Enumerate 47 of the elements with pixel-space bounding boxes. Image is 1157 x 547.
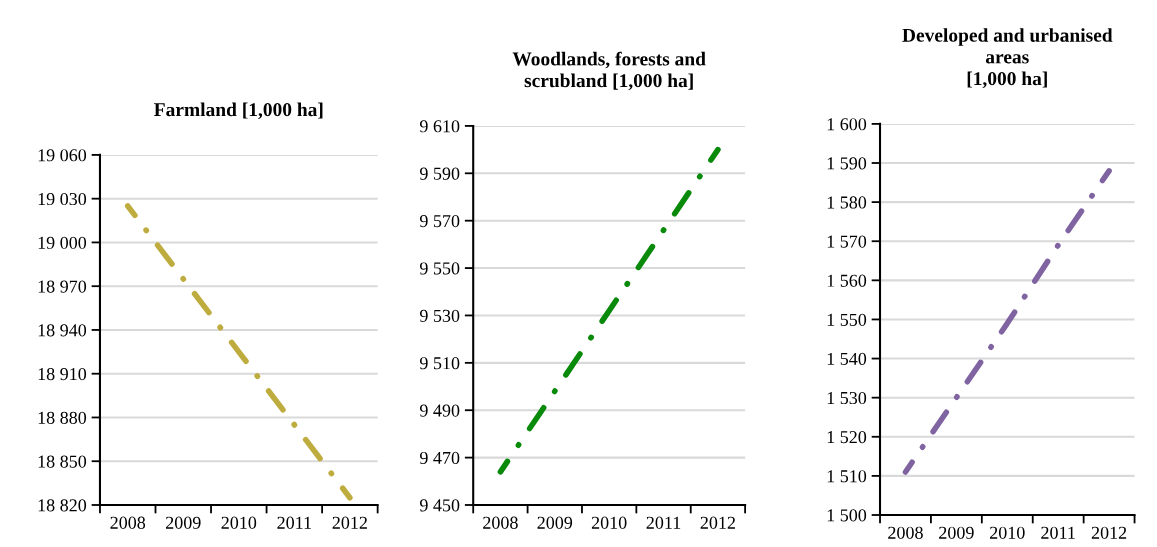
y-tick-label: 9 610 [419,120,460,133]
chart-title: Woodlands, forests and scrubland [1,000 ha] [512,51,706,91]
x-tick-label: 2008 [888,526,923,539]
y-tick-label: 1 580 [827,196,867,209]
y-tick-label: 1 530 [827,391,867,405]
y-tick-label: 1 600 [827,118,867,131]
y-tick-label: 1 550 [827,313,867,326]
y-tick-label: 18 880 [38,411,87,424]
y-tick-label: 1 540 [827,352,867,365]
x-tick-label: 2009 [166,516,201,529]
y-tick-label: 18 850 [38,455,87,468]
x-tick-label: 2009 [939,526,974,539]
x-tick-label: 2011 [277,516,311,529]
y-tick-label: 1 570 [827,235,867,248]
y-tick-label: 9 510 [419,357,460,370]
y-tick-label: 1 510 [827,470,867,483]
y-tick-label: 9 490 [419,404,460,417]
x-tick-label: 2012 [332,516,367,529]
y-tick-label: 18 820 [38,499,87,512]
chart-title: Farmland [1,000 ha] [154,102,323,120]
x-tick-label: 2008 [483,516,518,529]
x-tick-label: 2009 [537,516,573,529]
y-tick-label: 9 470 [419,451,460,465]
y-tick-label: 1 500 [827,509,867,522]
x-tick-label: 2010 [591,516,627,529]
x-tick-label: 2008 [110,516,146,529]
y-tick-label: 18 910 [38,367,87,381]
y-tick-label: 9 450 [419,499,460,512]
y-tick-label: 9 570 [419,214,460,228]
y-tick-label: 9 550 [419,262,460,275]
x-tick-label: 2011 [646,516,681,529]
y-tick-label: 9 590 [419,167,460,180]
x-tick-label: 2010 [990,526,1025,539]
y-tick-label: 19 060 [38,149,87,162]
chart-title: Developed and urbanised areas [1,000 ha] [902,28,1113,89]
y-tick-label: 18 970 [38,280,87,293]
y-tick-label: 18 940 [38,324,87,337]
y-tick-label: 1 590 [827,157,867,170]
x-tick-label: 2010 [221,516,257,529]
y-tick-label: 19 030 [38,192,87,206]
y-tick-label: 1 560 [827,274,867,287]
y-tick-label: 19 000 [38,236,87,249]
x-tick-label: 2011 [1041,526,1075,539]
x-tick-label: 2012 [700,516,735,529]
x-tick-label: 2012 [1091,526,1127,539]
y-tick-label: 9 530 [419,309,460,322]
y-tick-label: 1 520 [827,431,867,444]
